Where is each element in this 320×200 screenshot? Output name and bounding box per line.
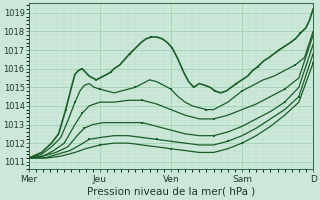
X-axis label: Pression niveau de la mer( hPa ): Pression niveau de la mer( hPa ) xyxy=(87,187,255,197)
